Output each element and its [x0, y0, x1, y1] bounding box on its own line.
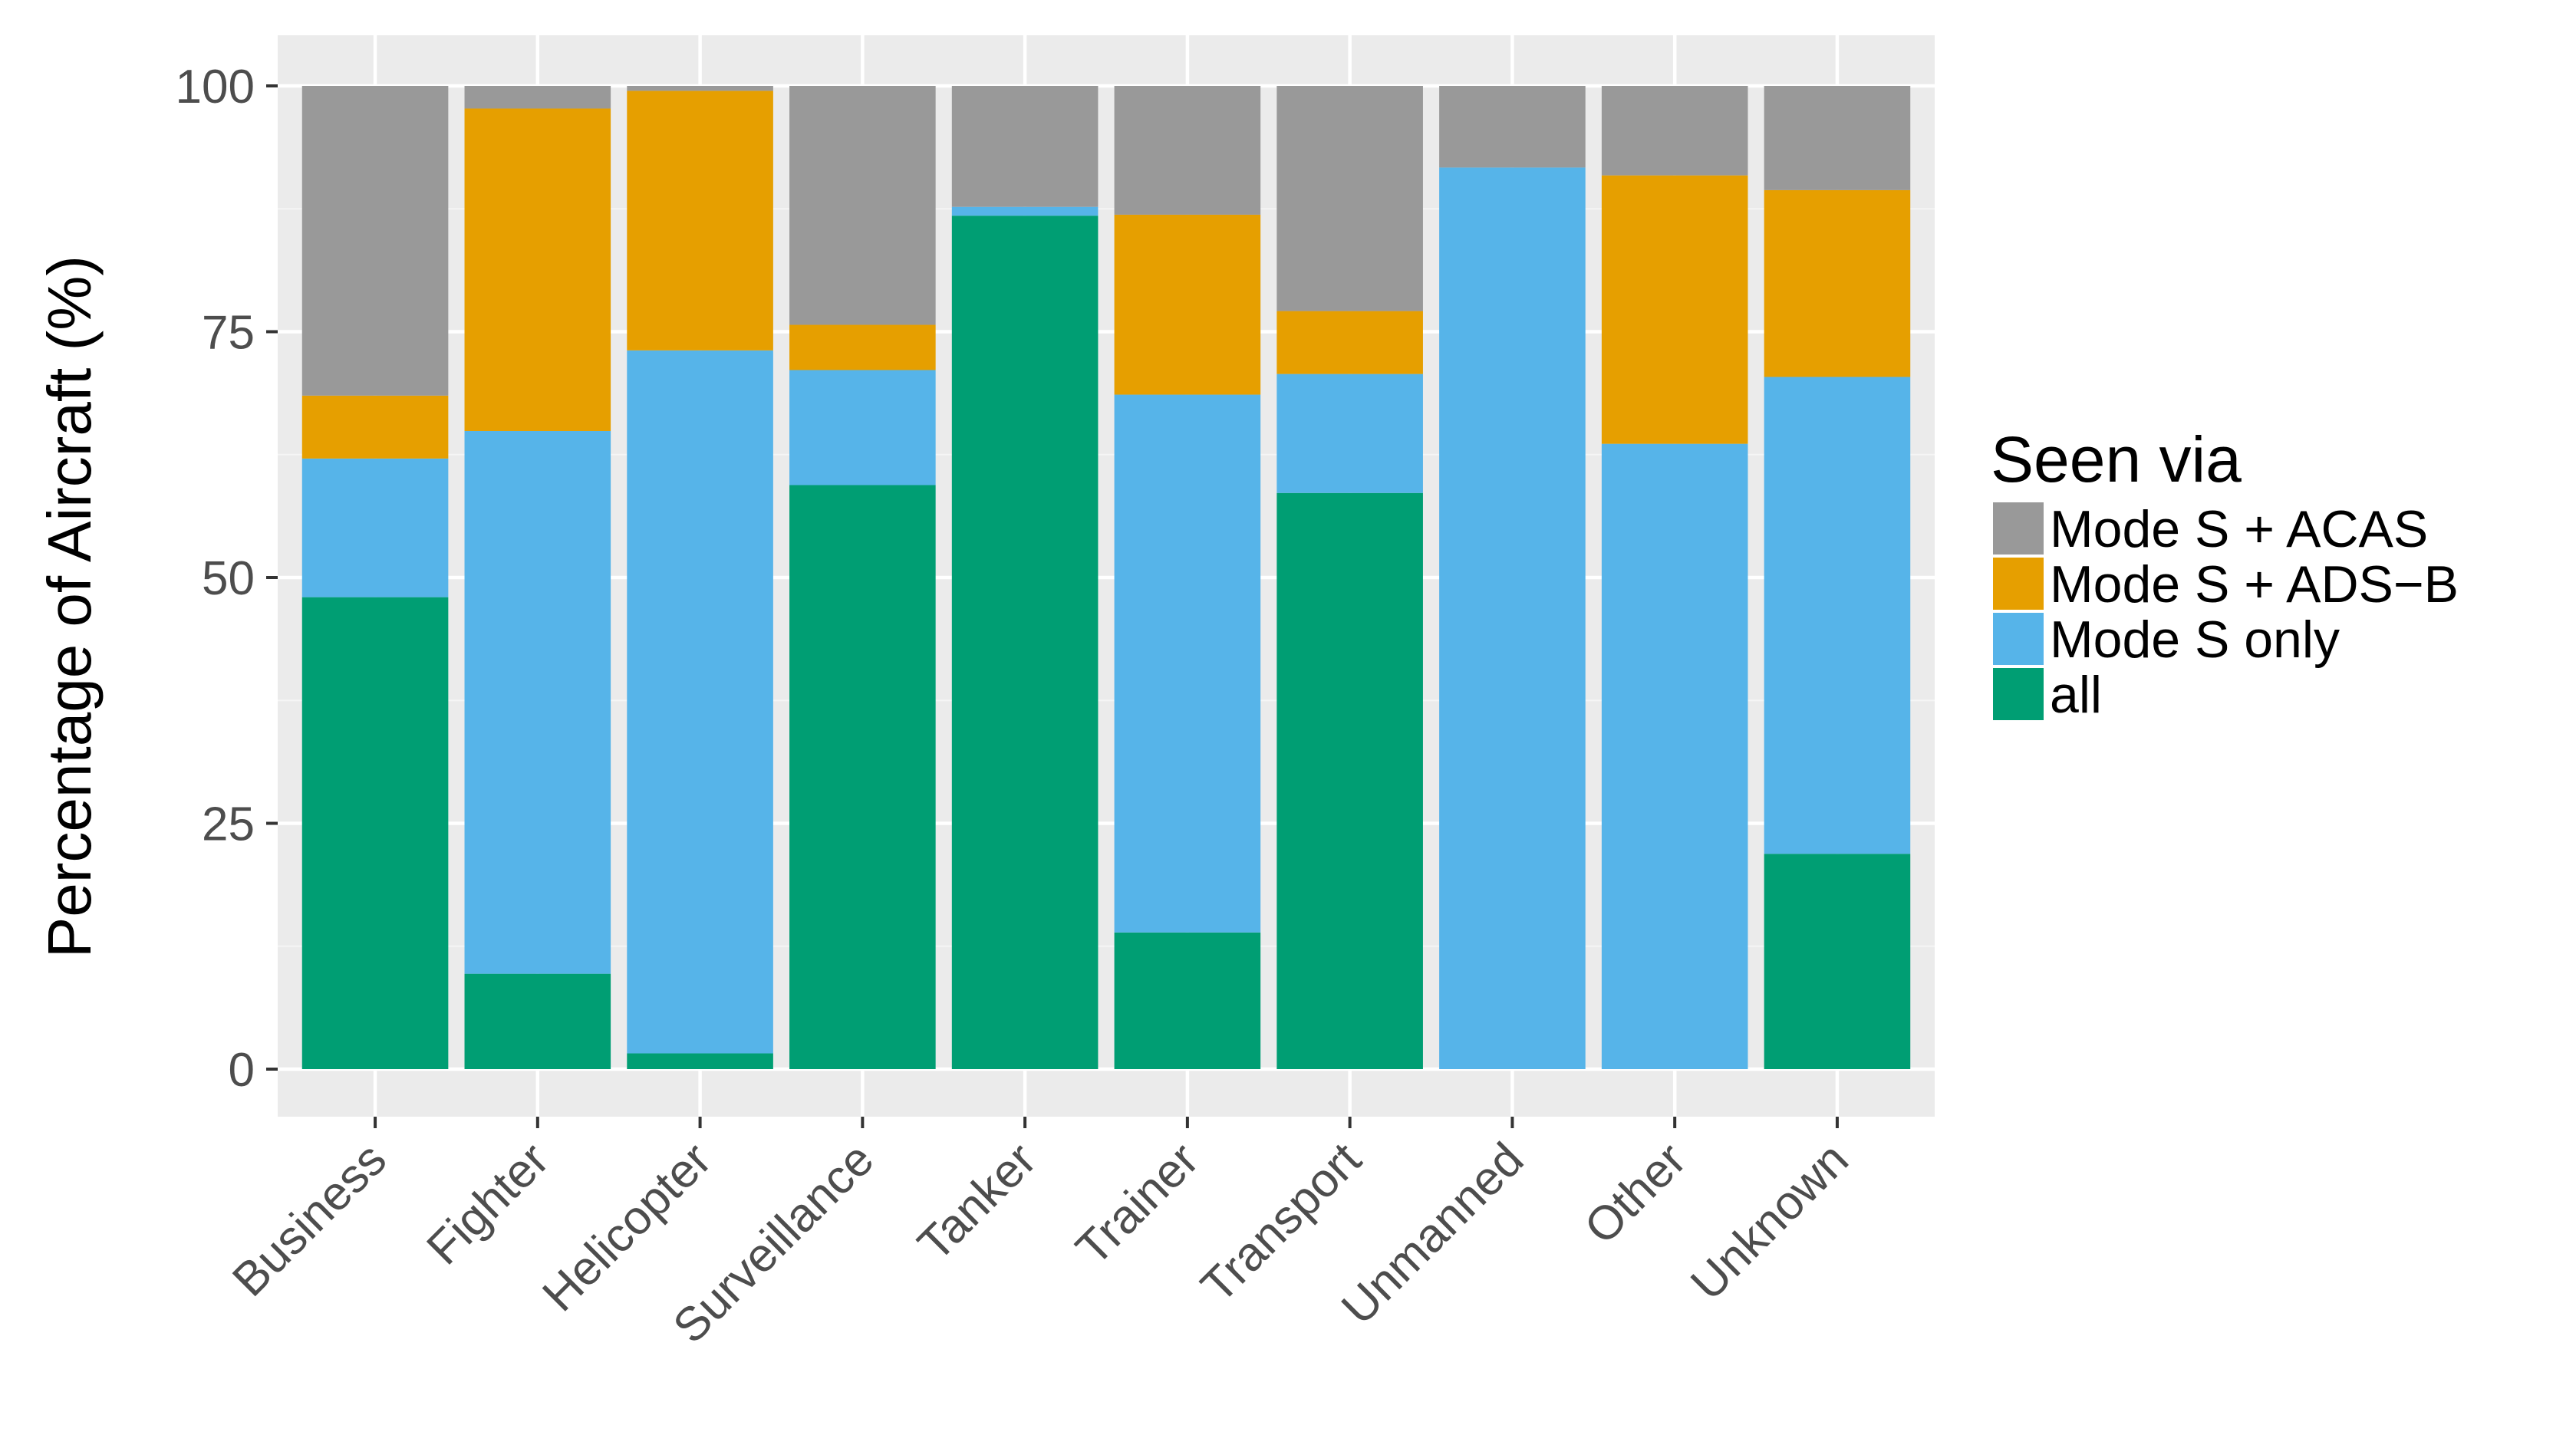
y-tick-label: 50 — [202, 552, 255, 605]
x-tick-label-other: Other — [1575, 1133, 1696, 1254]
legend-key-mode-s-ads-b — [1993, 558, 2044, 610]
y-axis: 0 25 50 75 100 — [176, 61, 278, 1097]
bar-segment-surveillance-mode-s-acas — [789, 86, 936, 325]
bar-segment-unknown-mode-s-only — [1764, 377, 1911, 854]
bar-segment-other-mode-s-acas — [1601, 86, 1748, 176]
bar-segment-business-mode-s-only — [301, 458, 449, 597]
bar-segment-tanker-mode-s-only — [951, 206, 1099, 216]
bar-segment-fighter-mode-s-acas — [464, 86, 611, 109]
bar-segment-business-all — [301, 597, 449, 1069]
y-tick-label: 100 — [176, 61, 255, 114]
bar-segment-unknown-mode-s-ads-b — [1764, 189, 1911, 377]
x-tick-label-business: Business — [222, 1133, 397, 1307]
bar-segment-surveillance-all — [789, 485, 936, 1069]
bar-segment-other-mode-s-ads-b — [1601, 175, 1748, 444]
bar-segment-unmanned-mode-s-acas — [1439, 86, 1586, 168]
bar-segment-transport-mode-s-ads-b — [1276, 311, 1423, 374]
bar-segment-unknown-mode-s-acas — [1764, 86, 1911, 190]
bar-segment-fighter-mode-s-only — [464, 430, 611, 974]
bar-segment-surveillance-mode-s-ads-b — [789, 324, 936, 370]
bar-segment-unmanned-mode-s-only — [1439, 167, 1586, 1069]
bar-segment-tanker-all — [951, 216, 1099, 1069]
legend-label: Mode S only — [2050, 610, 2340, 669]
legend-key-mode-s-acas — [1993, 502, 2044, 555]
legend-label: Mode S + ACAS — [2050, 500, 2428, 558]
legend-key-all — [1993, 668, 2044, 720]
bar-segment-business-mode-s-acas — [301, 86, 449, 396]
bar-segment-surveillance-mode-s-only — [789, 370, 936, 485]
legend-title: Seen via — [1991, 423, 2242, 495]
bar-segment-unknown-all — [1764, 854, 1911, 1069]
bar-segment-trainer-mode-s-only — [1114, 394, 1261, 933]
bar-segment-helicopter-mode-s-acas — [627, 86, 773, 91]
x-tick-label-fighter: Fighter — [417, 1133, 558, 1275]
bar-segment-other-mode-s-only — [1601, 443, 1748, 1069]
bar-segment-fighter-mode-s-ads-b — [464, 108, 611, 431]
y-axis-title: Percentage of Aircraft (%) — [35, 255, 104, 958]
bar-segment-helicopter-mode-s-only — [627, 350, 773, 1054]
x-tick-label-tanker: Tanker — [908, 1133, 1046, 1271]
bar-segment-transport-mode-s-acas — [1276, 86, 1423, 311]
bar-segment-tanker-mode-s-acas — [951, 86, 1099, 207]
y-tick-label: 25 — [202, 798, 255, 851]
legend-key-mode-s-only — [1993, 613, 2044, 665]
legend-label: all — [2050, 666, 2102, 724]
y-tick-label: 0 — [229, 1044, 255, 1097]
bar-segment-transport-mode-s-only — [1276, 374, 1423, 493]
x-tick-label-trainer: Trainer — [1066, 1133, 1209, 1275]
y-tick-label: 75 — [202, 307, 255, 360]
bars — [301, 86, 1911, 1069]
bar-segment-business-mode-s-ads-b — [301, 395, 449, 459]
legend-label: Mode S + ADS−B — [2050, 555, 2459, 614]
bar-segment-trainer-all — [1114, 932, 1261, 1069]
bar-segment-fighter-all — [464, 973, 611, 1069]
bar-segment-helicopter-all — [627, 1053, 773, 1069]
bar-segment-helicopter-mode-s-ads-b — [627, 90, 773, 350]
bar-segment-trainer-mode-s-ads-b — [1114, 214, 1261, 395]
x-tick-label-unknown: Unknown — [1681, 1133, 1859, 1311]
bar-segment-transport-all — [1276, 492, 1423, 1069]
bar-segment-trainer-mode-s-acas — [1114, 86, 1261, 215]
